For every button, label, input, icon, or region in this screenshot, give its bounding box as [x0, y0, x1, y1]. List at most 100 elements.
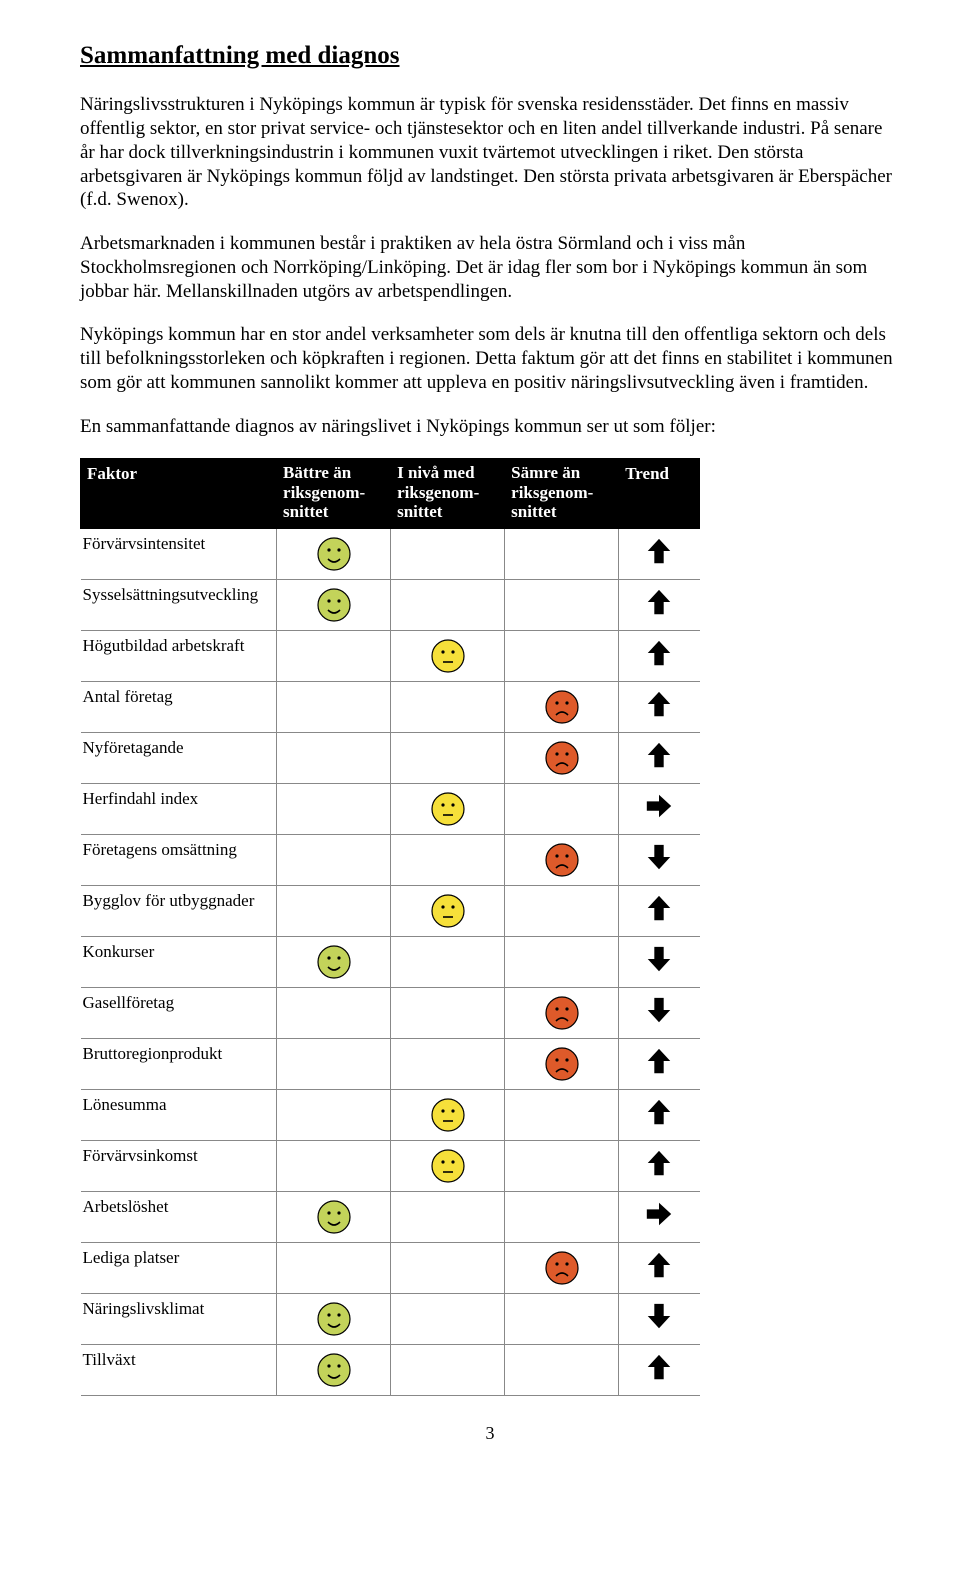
rating-cell-better	[277, 681, 391, 732]
frown-icon	[545, 1257, 579, 1276]
factor-label: Företagens omsättning	[81, 834, 277, 885]
factor-label: Konkurser	[81, 936, 277, 987]
factor-label: Lönesumma	[81, 1089, 277, 1140]
neutral-icon	[431, 1104, 465, 1123]
rating-cell-better	[277, 783, 391, 834]
factor-label: Antal företag	[81, 681, 277, 732]
rating-cell-equal	[391, 1191, 505, 1242]
rating-cell-equal	[391, 1293, 505, 1344]
neutral-icon	[431, 1155, 465, 1174]
rating-cell-worse	[505, 783, 619, 834]
trend-cell	[619, 1242, 700, 1293]
rating-cell-equal	[391, 1242, 505, 1293]
trend-cell	[619, 732, 700, 783]
table-row: Lediga platser	[81, 1242, 700, 1293]
table-row: Tillväxt	[81, 1344, 700, 1395]
arrow-up-icon	[644, 741, 674, 777]
rating-cell-equal	[391, 783, 505, 834]
rating-cell-better	[277, 936, 391, 987]
table-row: Förvärvsintensitet	[81, 528, 700, 579]
trend-cell	[619, 1293, 700, 1344]
diagnosis-table: Faktor Bättre än riksgenom-snittet I niv…	[80, 458, 700, 1396]
table-row: Företagens omsättning	[81, 834, 700, 885]
table-row: Förvärvsinkomst	[81, 1140, 700, 1191]
table-row: Antal företag	[81, 681, 700, 732]
rating-cell-worse	[505, 1293, 619, 1344]
rating-cell-better	[277, 732, 391, 783]
table-row: Högutbildad arbetskraft	[81, 630, 700, 681]
rating-cell-worse	[505, 885, 619, 936]
trend-cell	[619, 1038, 700, 1089]
frown-icon	[545, 849, 579, 868]
trend-cell	[619, 936, 700, 987]
smile-icon	[317, 1359, 351, 1378]
rating-cell-better	[277, 579, 391, 630]
arrow-up-icon	[644, 690, 674, 726]
neutral-icon	[431, 645, 465, 664]
rating-cell-worse	[505, 834, 619, 885]
rating-cell-better	[277, 987, 391, 1038]
frown-icon	[545, 1053, 579, 1072]
smile-icon	[317, 1308, 351, 1327]
table-row: Konkurser	[81, 936, 700, 987]
rating-cell-worse	[505, 681, 619, 732]
rating-cell-worse	[505, 630, 619, 681]
factor-label: Näringslivsklimat	[81, 1293, 277, 1344]
rating-cell-worse	[505, 1344, 619, 1395]
rating-cell-equal	[391, 732, 505, 783]
paragraph-2: Arbetsmarknaden i kommunen består i prak…	[80, 232, 900, 303]
arrow-up-icon	[644, 1149, 674, 1185]
trend-cell	[619, 834, 700, 885]
rating-cell-equal	[391, 579, 505, 630]
rating-cell-better	[277, 1293, 391, 1344]
factor-label: Arbetslöshet	[81, 1191, 277, 1242]
arrow-right-icon	[644, 792, 674, 828]
paragraph-4: En sammanfattande diagnos av näringslive…	[80, 415, 900, 439]
table-row: Bygglov för utbyggnader	[81, 885, 700, 936]
rating-cell-equal	[391, 681, 505, 732]
factor-label: Nyföretagande	[81, 732, 277, 783]
rating-cell-better	[277, 1344, 391, 1395]
arrow-down-icon	[644, 945, 674, 981]
rating-cell-equal	[391, 528, 505, 579]
rating-cell-better	[277, 528, 391, 579]
table-row: Arbetslöshet	[81, 1191, 700, 1242]
rating-cell-better	[277, 1191, 391, 1242]
col-header-equal: I nivå med riksgenom-snittet	[391, 459, 505, 529]
arrow-up-icon	[644, 1098, 674, 1134]
col-header-trend: Trend	[619, 459, 700, 529]
rating-cell-better	[277, 834, 391, 885]
factor-label: Lediga platser	[81, 1242, 277, 1293]
frown-icon	[545, 747, 579, 766]
factor-label: Förvärvsintensitet	[81, 528, 277, 579]
arrow-up-icon	[644, 894, 674, 930]
table-row: Näringslivsklimat	[81, 1293, 700, 1344]
rating-cell-worse	[505, 1140, 619, 1191]
trend-cell	[619, 630, 700, 681]
table-row: Herfindahl index	[81, 783, 700, 834]
rating-cell-equal	[391, 1089, 505, 1140]
smile-icon	[317, 543, 351, 562]
rating-cell-equal	[391, 885, 505, 936]
rating-cell-worse	[505, 1038, 619, 1089]
rating-cell-better	[277, 630, 391, 681]
trend-cell	[619, 1089, 700, 1140]
arrow-up-icon	[644, 639, 674, 675]
rating-cell-equal	[391, 987, 505, 1038]
arrow-down-icon	[644, 1302, 674, 1338]
trend-cell	[619, 987, 700, 1038]
rating-cell-equal	[391, 936, 505, 987]
rating-cell-better	[277, 1242, 391, 1293]
table-row: Gasellföretag	[81, 987, 700, 1038]
factor-label: Sysselsättningsutveckling	[81, 579, 277, 630]
factor-label: Bygglov för utbyggnader	[81, 885, 277, 936]
frown-icon	[545, 696, 579, 715]
table-row: Lönesumma	[81, 1089, 700, 1140]
trend-cell	[619, 1191, 700, 1242]
arrow-up-icon	[644, 1353, 674, 1389]
factor-label: Herfindahl index	[81, 783, 277, 834]
rating-cell-better	[277, 1038, 391, 1089]
arrow-up-icon	[644, 1047, 674, 1083]
trend-cell	[619, 1344, 700, 1395]
rating-cell-worse	[505, 528, 619, 579]
